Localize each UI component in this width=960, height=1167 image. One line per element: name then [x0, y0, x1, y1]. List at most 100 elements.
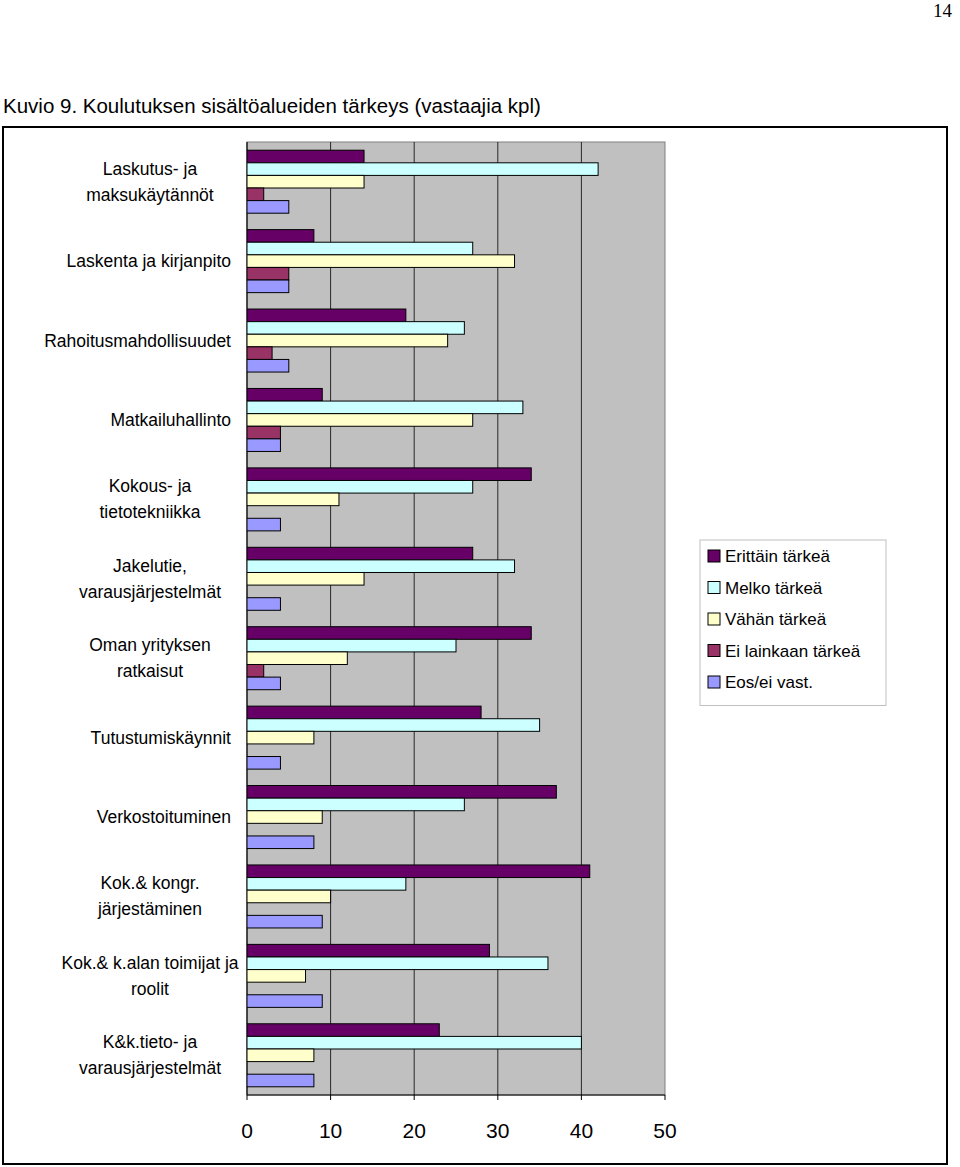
bar: [247, 652, 347, 665]
category-label-line: maksukäytännöt: [86, 185, 214, 205]
bar: [247, 468, 531, 481]
bar: [247, 995, 322, 1008]
category-label-line: Laskutus- ja: [103, 159, 198, 179]
bar: [247, 944, 489, 957]
chart: 14 Kuvio 9. Koulutuksen sisältöalueiden t…: [0, 0, 960, 1167]
legend-label: Melko tärkeä: [725, 579, 823, 598]
bar: [247, 665, 264, 678]
chart-frame: [3, 127, 947, 1164]
category-label-line: Kok.& kongr.: [100, 873, 199, 893]
category-label: Jakelutie, varausjärjestelmät: [79, 556, 221, 602]
tick-mark: [414, 1095, 415, 1100]
bar: [247, 267, 289, 280]
bar: [247, 677, 280, 690]
bar: [247, 957, 548, 970]
bar: [247, 719, 540, 732]
bar: [247, 598, 280, 611]
tick-mark: [665, 1095, 666, 1100]
category-label: Kok.& k.alan toimijat jaroolit: [61, 953, 238, 999]
category-label: Matkailuhallinto: [110, 410, 231, 430]
bar: [247, 388, 322, 401]
bar: [247, 255, 515, 268]
bar: [247, 347, 272, 360]
bar: [247, 506, 248, 519]
bar: [247, 414, 473, 427]
bar: [247, 639, 456, 652]
bar: [247, 572, 364, 585]
bar: [247, 518, 280, 531]
bar: [247, 865, 590, 878]
bar: [247, 811, 322, 824]
tick-label: 40: [570, 1119, 593, 1142]
bar: [247, 230, 314, 243]
bar: [247, 309, 406, 322]
plot-area: [247, 142, 665, 1095]
bar: [247, 706, 481, 719]
bar: [247, 334, 448, 347]
category-label-line: Kokous- ja: [109, 476, 192, 496]
bar: [247, 798, 464, 811]
category-label: Oman yrityksenratkaisut: [89, 635, 211, 681]
tick-label: 10: [319, 1119, 342, 1142]
bar: [247, 426, 280, 439]
bar: [247, 731, 314, 744]
legend: [700, 540, 886, 706]
legend-swatch: [708, 676, 720, 688]
bar: [247, 480, 473, 493]
category-label-line: Kok.& k.alan toimijat ja: [61, 953, 238, 973]
category-label: Kokous- ja tietotekniikka: [99, 476, 200, 522]
bar: [247, 547, 473, 560]
bar: [247, 757, 280, 770]
tick-mark: [581, 1095, 582, 1100]
bar: [247, 560, 515, 573]
bar: [247, 836, 314, 849]
bars: [247, 150, 598, 1087]
bar: [247, 585, 248, 598]
bar: [247, 1036, 581, 1049]
bar: [247, 401, 523, 414]
category-label-line: K&k.tieto- ja: [103, 1032, 198, 1052]
bar: [247, 150, 364, 163]
category-label-line: varausjärjestelmät: [79, 582, 221, 602]
bar: [247, 970, 306, 983]
page-number: 14: [933, 0, 953, 21]
bar: [247, 322, 464, 335]
category-label-line: Oman yrityksen: [89, 635, 211, 655]
tick-mark: [330, 1095, 331, 1100]
bar: [247, 627, 531, 640]
tick-label: 20: [403, 1119, 426, 1142]
legend-swatch: [708, 645, 720, 657]
tick-label: 30: [486, 1119, 509, 1142]
bar: [247, 903, 248, 916]
legend-label: Eos/ei vast.: [725, 673, 813, 692]
bar: [247, 744, 248, 757]
category-label: Verkostoituminen: [97, 807, 231, 827]
grid-line: [581, 142, 582, 1095]
legend-swatch: [708, 613, 720, 625]
bar: [247, 915, 322, 928]
legend-swatch: [708, 582, 720, 594]
category-label-line: Jakelutie,: [113, 556, 187, 576]
bar: [247, 201, 289, 214]
bar: [247, 1074, 314, 1087]
x-axis: [247, 1094, 665, 1095]
category-label: Rahoitusmahdollisuudet: [44, 331, 231, 351]
title: Kuvio 9. Koulutuksen sisältöalueiden tär…: [3, 94, 541, 117]
bar: [247, 493, 339, 506]
tick-mark: [497, 1095, 498, 1100]
category-label-line: järjestäminen: [97, 899, 202, 919]
legend-label: Ei lainkaan tärkeä: [725, 642, 861, 661]
tick-label: 50: [653, 1119, 676, 1142]
bar: [247, 175, 364, 188]
category-label: Tutustumiskäynnit: [91, 728, 232, 748]
bar: [247, 982, 248, 995]
category-label: Laskutus- ja maksukäytännöt: [86, 159, 214, 205]
grid-line: [497, 142, 498, 1095]
legend-swatch: [708, 550, 720, 562]
category-label: Kok.& kongr. järjestäminen: [97, 873, 202, 919]
category-label: K&k.tieto- javarausjärjestelmät: [79, 1032, 221, 1078]
bar: [247, 890, 331, 903]
category-label-line: tietotekniikka: [99, 502, 200, 522]
bar: [247, 280, 289, 293]
bar: [247, 188, 264, 201]
